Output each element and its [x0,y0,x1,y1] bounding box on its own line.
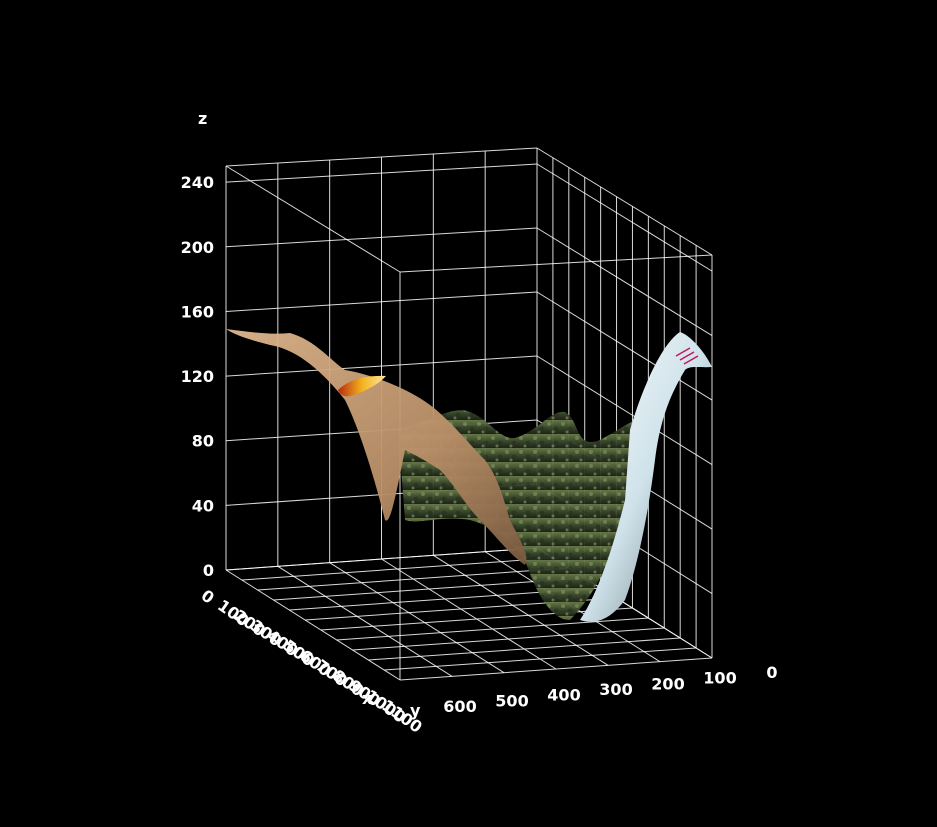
x-axis-label: x [362,689,373,708]
highlight-patch [338,375,386,397]
z-tick-label: 200 [181,238,214,257]
ridge-surface [226,329,527,565]
wall-grid-z [225,355,538,377]
wall-grid-z [225,291,538,312]
x-tick-label: 0 [198,586,218,608]
y-tick-label: 100 [703,669,736,688]
y-tick-label: 400 [547,686,580,705]
y-tick-label: 0 [766,663,777,682]
y-tick-label: 500 [495,691,528,710]
y-axis-label: y [410,701,421,720]
z-tick-label: 160 [181,302,214,321]
wall-grid-z [225,227,538,248]
z-tick-label: 120 [181,367,214,386]
wall-grid-z [536,163,713,272]
box-edge [399,254,713,273]
y-tick-label: 600 [443,697,476,716]
snow-peak-surface [580,332,712,622]
box-edge [225,569,401,681]
z-tick-label: 80 [192,432,214,451]
wall-grid-z [536,227,713,337]
z-tick-label: 40 [192,496,214,515]
z-tick-label: 240 [181,173,214,192]
y-tick-label: 200 [651,674,684,693]
z-tick-label: 0 [203,561,214,580]
floor-grid-y [381,558,557,670]
floor-grid-y [433,554,609,666]
z-axis-label: z [198,109,207,128]
peak-red-marks [675,347,699,365]
box-edge [225,165,401,273]
floor-grid-y [329,562,505,674]
terrain-surface [226,329,712,622]
y-tick-label: 300 [599,680,632,699]
wall-grid-z [536,355,713,465]
wall-grid-z [225,163,538,183]
wall-grid-z [536,291,713,401]
wall-grid-z [225,547,538,571]
box-edge [536,147,713,256]
floor-grid-y [277,565,453,677]
